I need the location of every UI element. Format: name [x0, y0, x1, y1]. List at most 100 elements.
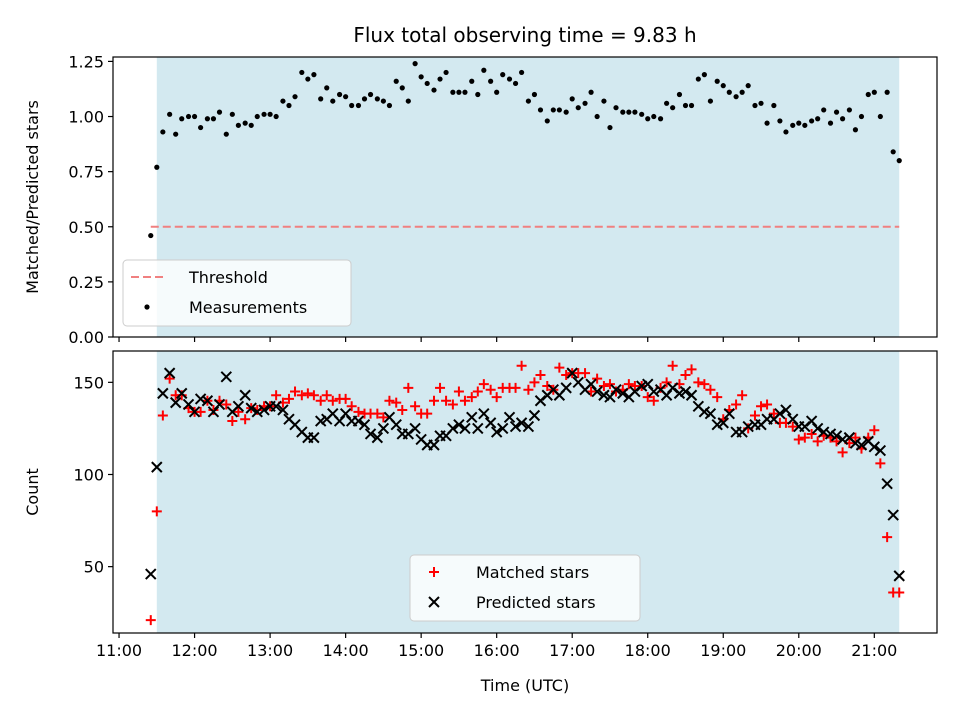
- data-point: [733, 94, 739, 100]
- y-tick-label: 0.75: [68, 163, 104, 182]
- data-point: [261, 111, 267, 117]
- matched-star-point: [410, 401, 421, 412]
- data-point: [494, 89, 500, 95]
- data-point: [380, 98, 386, 104]
- matched-star-point: [240, 414, 251, 425]
- matched-star-point: [850, 432, 861, 443]
- predicted-star-point: [522, 420, 535, 433]
- legend-measurement-swatch: [144, 304, 150, 310]
- matched-star-point: [516, 360, 527, 371]
- matched-star-point: [806, 428, 817, 439]
- matched-star-point: [491, 392, 502, 403]
- matched-star-point: [875, 458, 886, 469]
- matched-star-point: [623, 379, 634, 390]
- matched-star-point: [793, 434, 804, 445]
- data-point: [355, 102, 362, 109]
- predicted-star-point: [887, 509, 899, 521]
- matched-star-point: [485, 384, 496, 395]
- matched-star-point: [340, 393, 351, 404]
- data-point: [273, 113, 279, 120]
- y-tick-label: 1.25: [68, 52, 104, 71]
- matched-star-point: [592, 373, 603, 384]
- x-tick-label: 11:00: [96, 641, 142, 660]
- matched-star-point: [459, 395, 470, 406]
- data-point: [707, 98, 714, 104]
- data-point: [154, 164, 160, 170]
- data-point: [216, 109, 223, 115]
- matched-star-point: [661, 377, 672, 388]
- matched-star-point: [768, 408, 779, 419]
- matched-star-point: [221, 399, 232, 410]
- predicted-star-point: [830, 430, 843, 442]
- matched-star-point: [271, 390, 282, 401]
- data-point: [827, 120, 834, 126]
- matched-star-point: [737, 390, 748, 401]
- matched-star-point: [397, 404, 408, 415]
- matched-star-point: [686, 364, 697, 375]
- matched-star-point: [384, 395, 395, 406]
- data-point: [405, 98, 411, 104]
- data-point: [330, 98, 336, 104]
- legend: Threshold Measurements: [122, 259, 352, 327]
- y-tick-label: 0.25: [68, 273, 104, 292]
- predicted-star-point: [151, 461, 163, 473]
- predicted-star-point: [503, 411, 516, 424]
- data-point: [871, 89, 877, 95]
- data-point: [393, 78, 399, 84]
- data-point: [594, 113, 600, 120]
- data-point: [651, 113, 657, 120]
- data-point: [682, 102, 689, 109]
- data-point: [852, 127, 859, 133]
- x-tick-label: 16:00: [474, 641, 520, 660]
- matched-star-point: [894, 587, 905, 598]
- matched-star-point: [233, 406, 244, 417]
- y-tick-label: 100: [73, 465, 104, 484]
- data-point: [701, 72, 707, 78]
- data-point: [242, 120, 248, 126]
- predicted-star-point: [270, 400, 282, 413]
- data-point: [726, 89, 732, 95]
- predicted-star-point: [239, 389, 251, 401]
- predicted-star-point: [560, 382, 572, 394]
- data-point: [544, 118, 550, 124]
- data-point: [500, 72, 506, 78]
- matched-star-point: [680, 369, 691, 380]
- predicted-star-point: [528, 409, 541, 422]
- predicted-star-point: [466, 411, 478, 424]
- data-point: [324, 85, 330, 91]
- data-point: [802, 122, 808, 128]
- predicted-star-point: [447, 422, 459, 435]
- data-point: [626, 109, 632, 115]
- data-point: [204, 116, 211, 122]
- x-tick-label: 18:00: [625, 641, 671, 660]
- predicted-star-point: [377, 422, 390, 435]
- legend-box: [409, 554, 641, 622]
- data-point: [550, 107, 556, 113]
- data-point: [450, 89, 456, 95]
- plot-frame: [112, 56, 938, 338]
- y-tick-label: 0.00: [68, 328, 104, 347]
- predicted-star-point: [855, 439, 868, 451]
- predicted-star-point: [220, 371, 232, 383]
- matched-star-point: [441, 395, 452, 406]
- predicted-star-point: [201, 395, 214, 407]
- matched-star-point: [208, 404, 219, 415]
- data-point: [815, 116, 821, 122]
- data-point: [670, 105, 676, 111]
- data-point: [890, 149, 896, 155]
- matched-star-point: [435, 382, 446, 393]
- predicted-star-point: [176, 387, 188, 400]
- data-point: [336, 91, 343, 98]
- predicted-star-point: [478, 407, 490, 420]
- matched-star-point: [353, 406, 364, 417]
- matched-star-point: [296, 390, 307, 401]
- matched-star-point: [731, 399, 742, 410]
- matched-star-point: [391, 397, 402, 408]
- matched-star-point: [403, 382, 414, 393]
- data-point: [512, 80, 519, 87]
- matched-star-point: [472, 386, 483, 397]
- predicted-star-point: [145, 568, 157, 580]
- data-point: [764, 120, 770, 126]
- matched-star-point: [762, 399, 773, 410]
